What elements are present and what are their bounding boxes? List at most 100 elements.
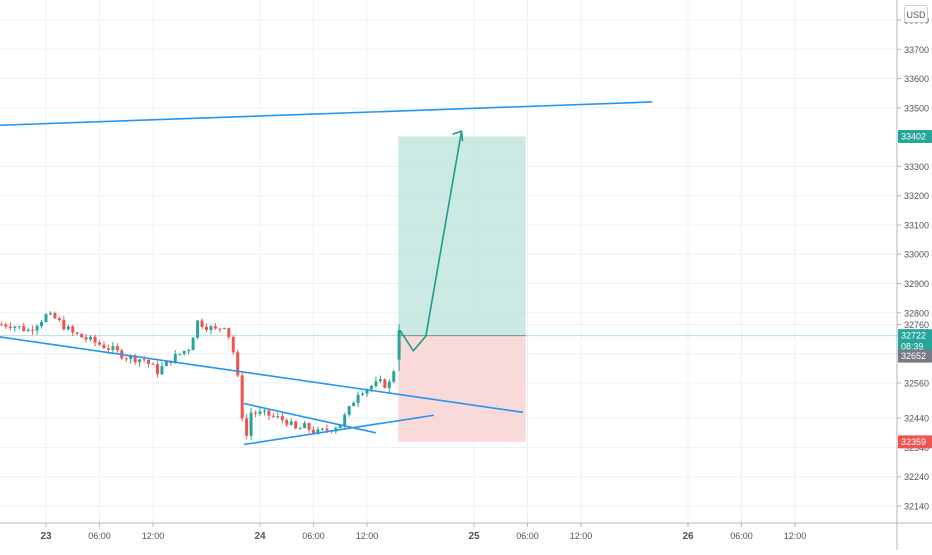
candle xyxy=(245,414,249,439)
candle-body xyxy=(369,386,373,390)
candle-body xyxy=(262,410,266,412)
candle xyxy=(53,311,57,319)
candle xyxy=(111,341,115,354)
candle xyxy=(361,391,365,397)
trend-line-upper-channel[interactable] xyxy=(0,101,653,131)
candle-body xyxy=(138,359,142,363)
candle-body xyxy=(173,353,177,364)
candle xyxy=(155,360,159,378)
candle xyxy=(98,340,101,346)
candle-body xyxy=(8,326,12,328)
drawings[interactable] xyxy=(0,101,653,446)
candle-body xyxy=(361,393,365,395)
candle-body xyxy=(307,423,311,430)
candle xyxy=(298,426,302,430)
candle-body xyxy=(303,423,307,429)
projection-arrowhead xyxy=(452,130,464,142)
candle xyxy=(213,323,217,330)
candle-body xyxy=(325,428,329,431)
candle-body xyxy=(40,321,44,327)
candle-body xyxy=(4,324,8,327)
candle xyxy=(356,391,360,407)
candle xyxy=(294,420,298,430)
candle xyxy=(57,316,61,322)
x-tick-label: 06:00 xyxy=(302,531,325,541)
candle-body xyxy=(93,336,97,343)
candle xyxy=(26,327,30,332)
candle-body xyxy=(397,330,401,360)
candle xyxy=(182,350,186,356)
candle xyxy=(187,348,191,355)
candle xyxy=(40,319,44,329)
candle-body xyxy=(62,320,66,330)
candle-body xyxy=(271,415,275,417)
trend-line-triangle-resistance[interactable] xyxy=(243,402,377,434)
candle xyxy=(218,328,222,333)
candle-body xyxy=(258,411,262,414)
currency-button[interactable]: USD xyxy=(904,5,928,23)
candle xyxy=(249,408,253,440)
candle-body xyxy=(316,429,320,434)
target-zone xyxy=(398,136,526,336)
candle xyxy=(227,327,231,340)
candle-body xyxy=(164,360,168,367)
candle xyxy=(307,422,311,433)
candle xyxy=(276,412,280,419)
price-label-text: 33402 xyxy=(901,132,926,142)
candle-body xyxy=(133,355,137,363)
candle-body xyxy=(66,326,70,330)
x-tick-label: 06:00 xyxy=(730,531,753,541)
y-tick-label: 32800 xyxy=(904,308,929,318)
candle-body xyxy=(249,412,253,436)
candle-body xyxy=(280,416,284,421)
y-tick-label: 33200 xyxy=(904,191,929,201)
candle-body xyxy=(227,327,231,338)
candle xyxy=(160,362,164,376)
candle-body xyxy=(254,412,258,414)
candle-body xyxy=(347,406,351,415)
candle xyxy=(254,410,258,418)
candle-body xyxy=(267,410,271,416)
candle-body xyxy=(338,425,342,429)
candle-body xyxy=(44,314,48,322)
x-tick-label: 24 xyxy=(254,531,266,542)
candle-body xyxy=(213,326,217,329)
candle xyxy=(205,323,208,333)
candle-body xyxy=(285,420,289,425)
candle-body xyxy=(374,381,378,387)
candles xyxy=(0,311,401,440)
candle xyxy=(387,378,391,393)
trend-line-descending-resistance[interactable] xyxy=(0,313,524,414)
trend-line-triangle-support[interactable] xyxy=(243,414,434,446)
x-tick-label: 12:00 xyxy=(784,531,807,541)
candle xyxy=(71,324,75,336)
candle xyxy=(151,362,155,365)
y-tick-label: 32240 xyxy=(904,472,929,482)
candle-body xyxy=(320,428,324,430)
candle xyxy=(13,325,17,332)
price-label-text: 32722 xyxy=(901,331,926,341)
candle xyxy=(22,322,26,332)
candle-body xyxy=(200,320,204,327)
projection-arrow[interactable] xyxy=(399,131,463,353)
candle xyxy=(378,375,382,384)
candle xyxy=(115,343,119,353)
candle xyxy=(80,333,84,338)
candle-body xyxy=(129,355,133,360)
candle-body xyxy=(106,348,110,350)
y-tick-label: 32560 xyxy=(904,379,929,389)
candle-body xyxy=(111,346,115,350)
candle-body xyxy=(240,375,244,419)
candle-body xyxy=(298,428,302,430)
candle-body xyxy=(294,421,298,429)
x-tick-label: 12:00 xyxy=(356,531,379,541)
candle xyxy=(66,324,70,331)
candle xyxy=(285,418,289,427)
candle xyxy=(347,405,351,417)
candle xyxy=(138,358,142,367)
y-tick-label: 32140 xyxy=(904,502,929,512)
candle-body xyxy=(187,350,191,352)
price-label-box xyxy=(898,435,932,449)
